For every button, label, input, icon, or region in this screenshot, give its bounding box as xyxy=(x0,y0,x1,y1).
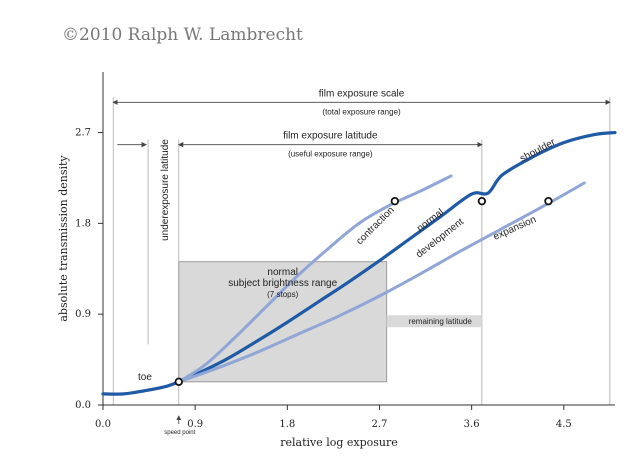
speed-point-label: speed point xyxy=(164,430,195,436)
x-tick-label: 4.5 xyxy=(556,419,572,430)
y-tick-label: 2.7 xyxy=(75,128,91,139)
toe-label: toe xyxy=(138,372,152,383)
useful-exposure-range-label: (useful exposure range) xyxy=(288,150,373,159)
film-exposure-scale-label: film exposure scale xyxy=(319,88,405,99)
point-expansion-highlight xyxy=(544,196,553,206)
underexposure-latitude-label: underexposure latitude xyxy=(160,139,171,241)
y-axis-title: absolute transmission density xyxy=(57,155,70,322)
point-speed-point xyxy=(174,377,183,386)
curve-normal-development xyxy=(101,130,617,396)
curve-contraction xyxy=(177,174,453,384)
x-tick-label: 3.6 xyxy=(464,419,480,430)
y-tick-label: 1.8 xyxy=(75,218,91,229)
shoulder-label: shoulder xyxy=(518,137,558,165)
y-tick-label: 0.9 xyxy=(75,309,91,320)
x-tick-label: 0.9 xyxy=(187,419,203,430)
x-axis-title: relative log exposure xyxy=(280,436,398,449)
x-tick-label: 1.8 xyxy=(279,419,295,430)
point-normal-highlight xyxy=(477,196,487,206)
remaining-latitude-label: remaining latitude xyxy=(409,317,473,326)
subject-label-line1: normal xyxy=(267,267,298,278)
subject-label-line2: subject brightness range xyxy=(228,278,337,289)
x-tick-label: 2.7 xyxy=(372,419,388,430)
contraction-label: contraction xyxy=(354,205,396,247)
copyright-text: ©2010 Ralph W. Lambrecht xyxy=(62,25,303,45)
subject-brightness-range-box xyxy=(178,261,388,383)
expansion-label: expansion xyxy=(492,214,538,243)
subject-label-line3: (7 stops) xyxy=(267,290,298,299)
total-exposure-range-label: (total exposure range) xyxy=(322,107,401,116)
point-contraction-highlight xyxy=(390,196,400,206)
curve-expansion xyxy=(177,181,586,384)
y-tick-label: 0.0 xyxy=(75,400,91,411)
remaining-latitude-band xyxy=(386,315,482,328)
film-exposure-latitude-label: film exposure latitude xyxy=(283,131,378,142)
x-tick-label: 0.0 xyxy=(95,419,111,430)
